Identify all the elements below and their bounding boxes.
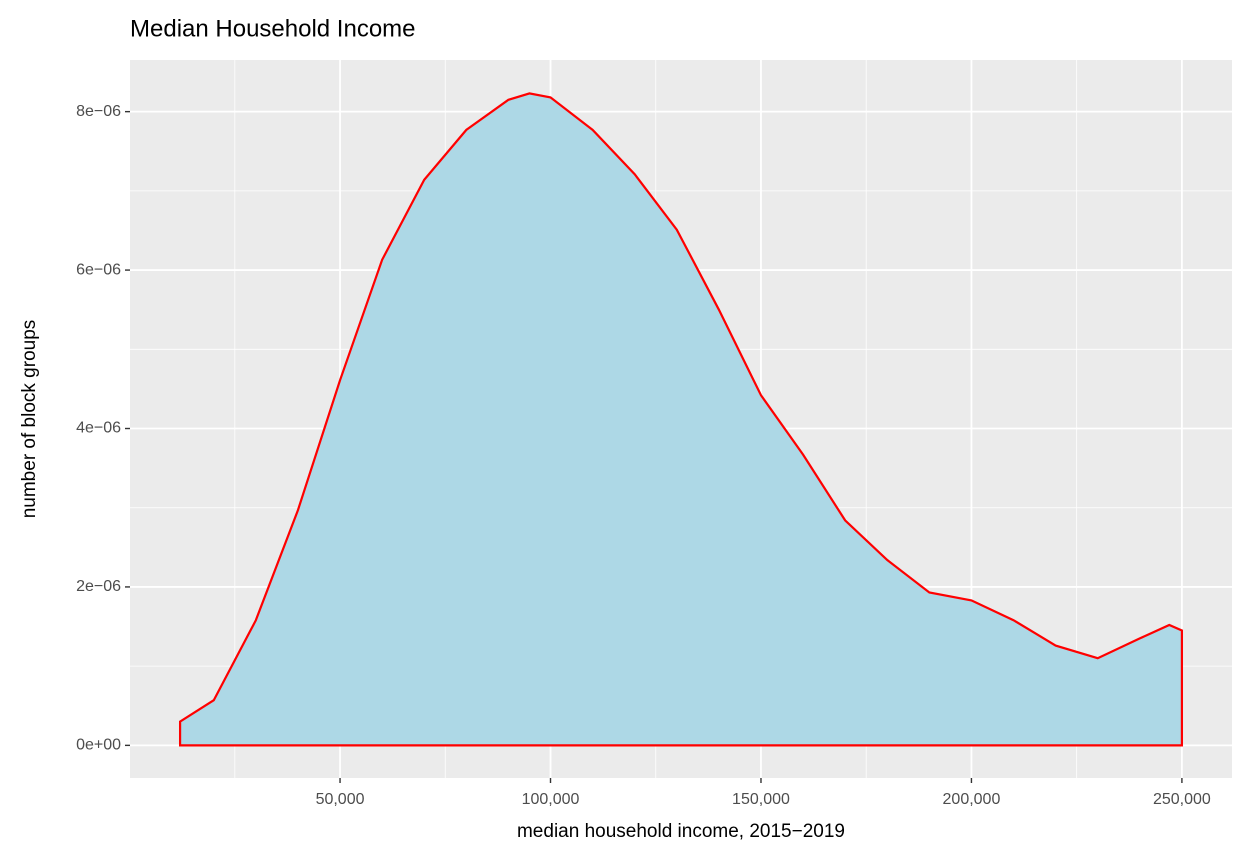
- x-tick-label: 100,000: [522, 791, 580, 808]
- y-tick-label: 8e−06: [76, 103, 121, 120]
- y-axis-label: number of block groups: [19, 320, 40, 519]
- x-tick-label: 150,000: [732, 791, 790, 808]
- x-tick-label: 250,000: [1153, 791, 1211, 808]
- x-tick-label: 200,000: [943, 791, 1001, 808]
- y-tick-label: 6e−06: [76, 261, 121, 278]
- y-tick-label: 0e+00: [76, 737, 121, 754]
- chart-title: Median Household Income: [130, 15, 416, 42]
- y-tick-label: 2e−06: [76, 578, 121, 595]
- x-tick-label: 50,000: [316, 791, 365, 808]
- x-axis-label: median household income, 2015−2019: [517, 821, 845, 842]
- y-tick-label: 4e−06: [76, 420, 121, 437]
- density-area: [178, 92, 1184, 747]
